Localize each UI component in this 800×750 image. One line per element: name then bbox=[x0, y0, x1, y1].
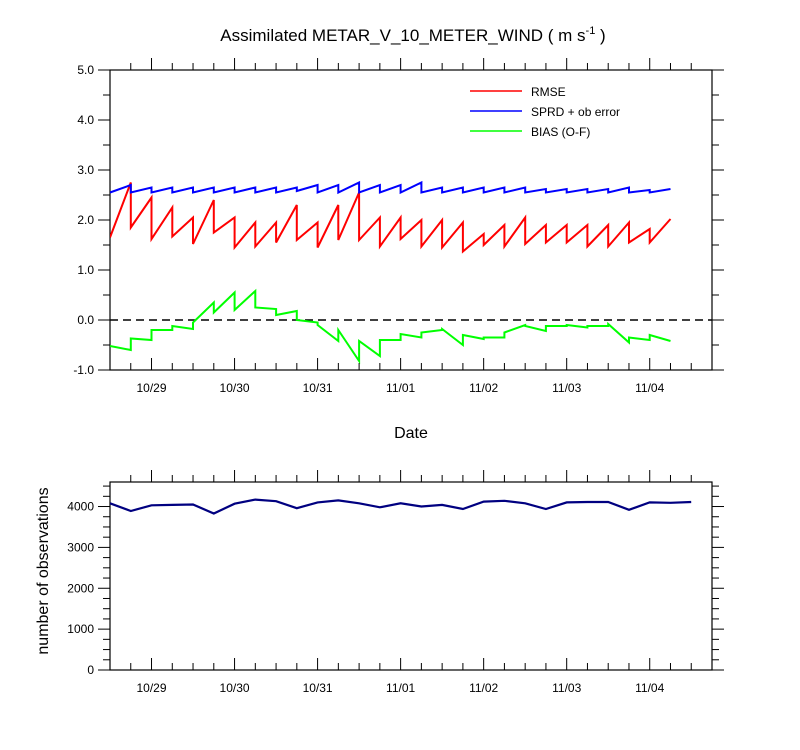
x-tick-label: 11/02 bbox=[469, 681, 498, 695]
y-tick-label: 1.0 bbox=[77, 263, 94, 277]
x-tick-label: 11/02 bbox=[469, 381, 498, 395]
y-tick-label: 0 bbox=[87, 663, 94, 677]
series-line-observations bbox=[110, 498, 692, 515]
legend-label: SPRD + ob error bbox=[531, 105, 620, 119]
y-tick-label: 4000 bbox=[67, 500, 94, 514]
x-tick-label: 11/03 bbox=[552, 381, 581, 395]
chart-title-main: Assimilated METAR_V_10_METER_WIND ( m s bbox=[220, 26, 585, 45]
series-line-bias-o-f bbox=[110, 288, 671, 365]
x-tick-label: 10/29 bbox=[137, 681, 167, 695]
legend-label: BIAS (O-F) bbox=[531, 125, 590, 139]
y-tick-label: 0.0 bbox=[77, 313, 94, 327]
series-line-rmse bbox=[110, 182, 672, 254]
x-tick-label: 10/29 bbox=[137, 381, 167, 395]
y-tick-label: 1000 bbox=[67, 622, 94, 636]
x-tick-label: 11/04 bbox=[635, 681, 664, 695]
y-tick-label: 2.0 bbox=[77, 213, 94, 227]
legend-label: RMSE bbox=[531, 85, 566, 99]
x-tick-label: 11/04 bbox=[635, 381, 664, 395]
x-tick-label: 10/30 bbox=[220, 381, 250, 395]
x-tick-label: 11/03 bbox=[552, 681, 581, 695]
chart-title-superscript: -1 bbox=[586, 25, 596, 37]
x-tick-label: 11/01 bbox=[386, 681, 415, 695]
plot-frame bbox=[109, 481, 713, 671]
plot-frame bbox=[109, 69, 713, 371]
y-tick-label: 4.0 bbox=[77, 113, 94, 127]
y-tick-label: 5.0 bbox=[77, 63, 94, 77]
top-panel: 10/29 10/30 10/31 11/01 11/02 11/03 11/04 -1.0 0… bbox=[73, 58, 724, 442]
x-tick-label: 10/31 bbox=[303, 381, 333, 395]
x-tick-label: 10/31 bbox=[303, 681, 333, 695]
y-tick-label: 3000 bbox=[67, 540, 94, 554]
x-axis-label: Date bbox=[394, 425, 428, 442]
y-axis-label: number of observations bbox=[35, 487, 52, 654]
x-tick-label: 11/01 bbox=[386, 381, 415, 395]
series-line-sprd-ob-error bbox=[110, 180, 671, 195]
y-tick-label: 2000 bbox=[67, 581, 94, 595]
y-tick-label: 3.0 bbox=[77, 163, 94, 177]
chart-title: Assimilated METAR_V_10_METER_WIND ( m s-… bbox=[220, 25, 605, 45]
x-tick-label: 10/30 bbox=[220, 681, 250, 695]
bottom-panel: 10/29 10/30 10/31 11/01 11/02 11/03 11/04 0 1000… bbox=[35, 470, 724, 695]
chart-title-end: ) bbox=[595, 26, 605, 45]
y-tick-label: -1.0 bbox=[73, 363, 94, 377]
